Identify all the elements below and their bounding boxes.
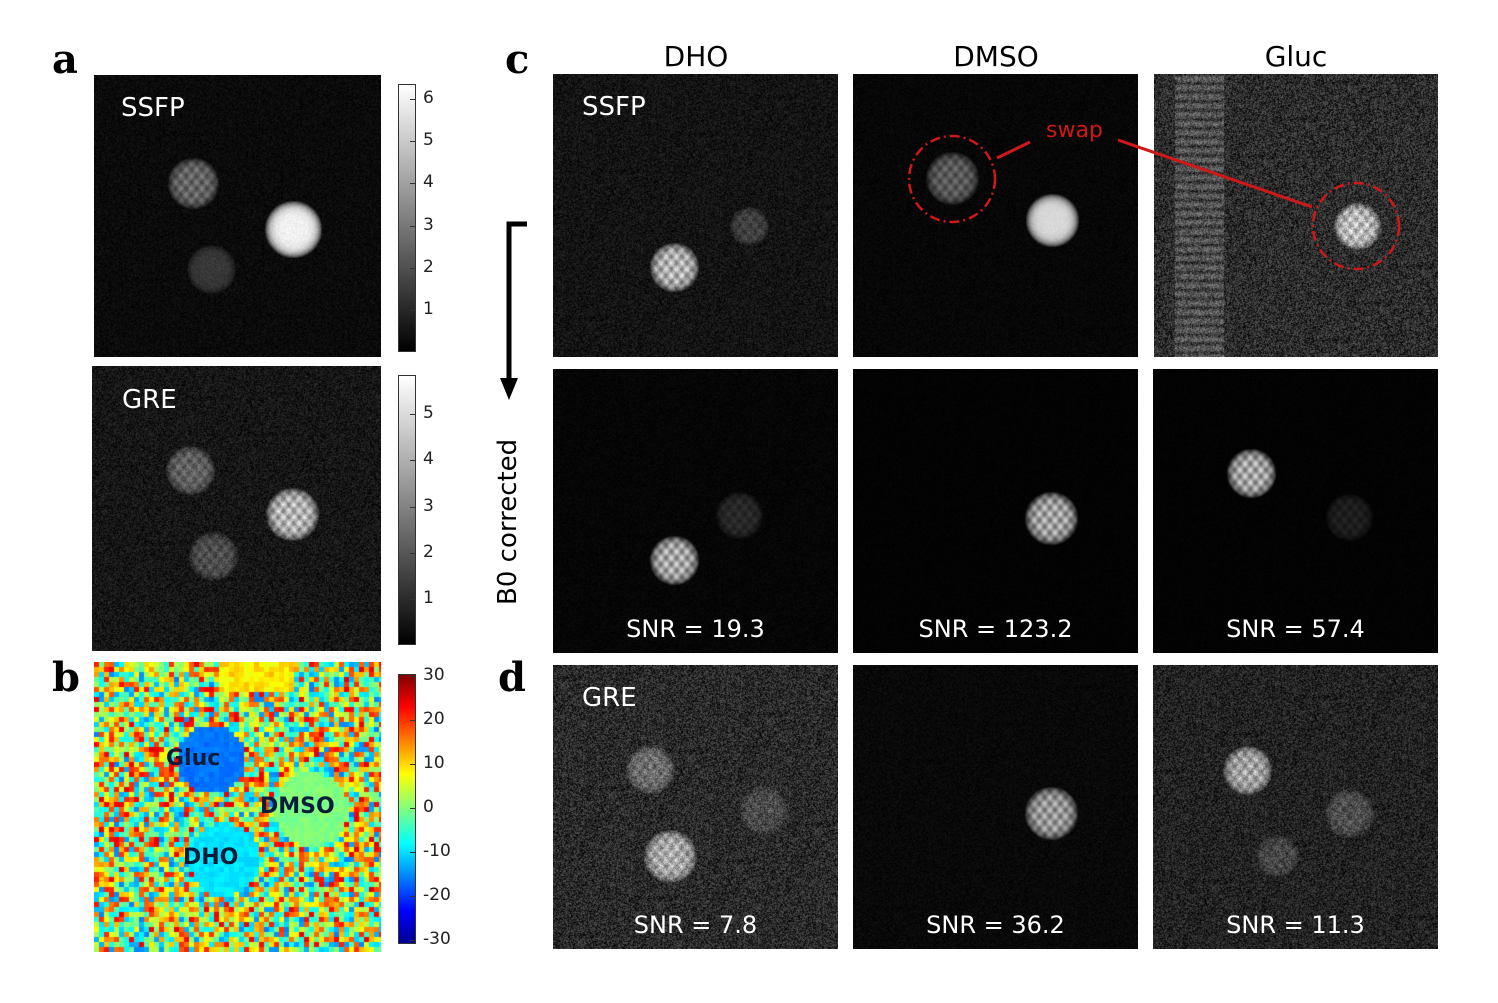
jet-tick-mark [410,764,415,765]
ssfp-gluc-canvas [1154,74,1438,357]
gray-bottom-tick-mark [410,599,415,600]
corrected-dmso-canvas [853,369,1138,653]
gray-top-tick-mark [410,141,415,143]
gre-dmso-canvas [853,665,1138,949]
ssfp-dho-canvas [553,74,838,357]
b0-field-map-canvas [94,662,381,952]
correction-arrow-shaft [506,221,527,380]
panel-letter-d: d [498,654,526,701]
gray-top-tick-mark [410,183,415,185]
ssfp-gluc-image [1154,74,1438,357]
jet-tick-label: 0 [423,797,434,817]
gray-top-tick-label: 1 [423,299,434,319]
gray-colorbar-top [398,84,416,352]
gre-dho-image: GRE SNR = 7.8 [553,665,838,949]
gray-top-tick-label: 2 [423,256,434,277]
snr-gre-gluc: SNR = 11.3 [1226,911,1365,939]
panel-letter-a: a [52,36,78,83]
gray-top-tick-mark [410,225,415,227]
gre-gluc-canvas [1153,665,1438,949]
gray-bottom-tick-mark [410,506,415,508]
b0-corrected-label: B0 corrected [493,438,523,605]
column-header-dho: DHO [663,40,729,73]
column-header-gluc: Gluc [1264,40,1328,73]
gray-bottom-tick-mark [410,414,415,415]
snr-corrected-gluc: SNR = 57.4 [1226,615,1365,643]
gray-top-tick-label: 3 [423,214,434,235]
correction-arrow-head [500,378,518,400]
gray-top-tick-mark [410,310,415,311]
corrected-dmso-image: SNR = 123.2 [853,369,1138,653]
jet-tick-mark [410,676,415,677]
jet-tick-mark [410,896,415,897]
gre-label-a: GRE [122,385,177,415]
ssfp-label-c: SSFP [582,92,646,122]
gray-top-tick-mark [410,267,415,269]
map-label-gluc: Gluc [166,746,221,771]
gray-top-tick-mark [410,99,415,100]
jet-tick-mark [410,940,415,941]
jet-tick-mark [410,852,415,853]
corrected-dho-canvas [553,369,838,653]
gre-dho-canvas [553,665,838,949]
ssfp-label-a: SSFP [121,93,185,123]
map-label-dho: DHO [183,845,239,870]
ssfp-image-a-canvas [94,75,381,357]
gre-dmso-image: SNR = 36.2 [853,665,1138,949]
jet-tick-label: 20 [423,709,445,729]
snr-corrected-dmso: SNR = 123.2 [918,615,1073,643]
corrected-gluc-image: SNR = 57.4 [1153,369,1438,653]
ssfp-image-a: SSFP [94,75,381,357]
snr-gre-dmso: SNR = 36.2 [926,911,1065,939]
gre-image-a-canvas [92,366,381,651]
gray-bottom-tick-mark [410,460,415,462]
corrected-gluc-canvas [1153,369,1438,653]
jet-tick-mark [410,720,415,721]
b0-field-map: Gluc DMSO DHO [94,662,381,952]
jet-colorbar [398,674,416,944]
gre-gluc-image: SNR = 11.3 [1153,665,1438,949]
gray-top-tick-label: 4 [423,172,434,193]
gray-bottom-tick-label: 2 [423,541,434,562]
jet-tick-label: -10 [423,841,451,861]
snr-gre-dho: SNR = 7.8 [633,911,758,939]
gray-bottom-tick-label: 4 [423,449,434,470]
gray-top-tick-label: 6 [423,88,434,108]
column-header-dmso: DMSO [953,40,1039,73]
jet-tick-mark [410,808,415,809]
jet-tick-label: -20 [423,885,451,905]
gray-bottom-tick-label: 1 [423,588,434,608]
gray-bottom-tick-label: 3 [423,495,434,516]
gray-bottom-tick-mark [410,552,415,554]
panel-letter-c: c [505,36,530,83]
corrected-dho-image: SNR = 19.3 [553,369,838,653]
ssfp-dmso-canvas [853,74,1138,357]
swap-label: swap [1046,118,1103,143]
panel-letter-b: b [52,654,80,701]
gray-colorbar-bottom [398,375,416,645]
map-label-dmso: DMSO [260,794,335,819]
jet-tick-label: -30 [423,929,451,949]
ssfp-dmso-image [853,74,1138,357]
ssfp-dho-image: SSFP [553,74,838,357]
gray-top-tick-label: 5 [423,130,434,151]
jet-tick-label: 10 [423,753,445,773]
gre-label-d: GRE [582,683,637,713]
gre-image-a: GRE [92,366,381,651]
gray-bottom-tick-label: 5 [423,403,434,423]
jet-tick-label: 30 [423,665,445,685]
snr-corrected-dho: SNR = 19.3 [626,615,765,643]
